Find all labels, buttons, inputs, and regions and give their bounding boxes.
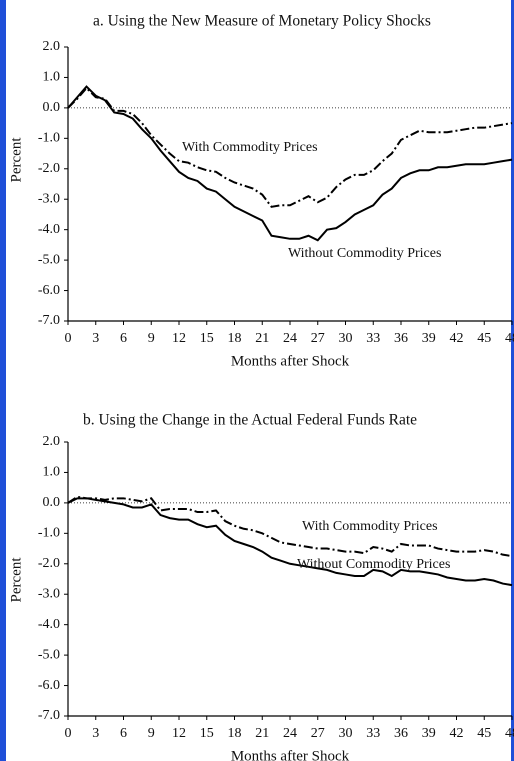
x-tick-label: 33 xyxy=(366,331,380,346)
x-tick-label: 9 xyxy=(148,726,155,741)
y-tick-label: 1.0 xyxy=(43,70,61,85)
series-line xyxy=(67,86,513,208)
x-tick-label: 15 xyxy=(200,331,214,346)
series-line xyxy=(67,85,513,242)
x-tick-label: 24 xyxy=(283,726,297,741)
y-tick-label: -4.0 xyxy=(38,617,60,632)
chart-title: a. Using the New Measure of Monetary Pol… xyxy=(93,13,431,30)
y-tick-label: -3.0 xyxy=(38,191,60,206)
chart-title: b. Using the Change in the Actual Federa… xyxy=(83,412,417,429)
x-tick-label: 12 xyxy=(172,331,186,346)
y-tick-label: -5.0 xyxy=(38,252,60,267)
x-tick-label: 30 xyxy=(339,331,353,346)
x-tick-label: 12 xyxy=(172,726,186,741)
x-tick-label: 18 xyxy=(228,726,242,741)
x-tick-label: 30 xyxy=(339,726,353,741)
x-tick-label: 45 xyxy=(477,726,491,741)
y-tick-label: -7.0 xyxy=(38,708,60,723)
x-tick-label: 21 xyxy=(255,331,269,346)
x-tick-label: 42 xyxy=(450,726,464,741)
x-tick-label: 27 xyxy=(311,331,325,346)
y-tick-label: -6.0 xyxy=(38,678,60,693)
left-border xyxy=(0,0,6,761)
x-axis-label: Months after Shock xyxy=(231,748,350,761)
y-tick-label: -7.0 xyxy=(38,313,60,328)
x-tick-label: 0 xyxy=(65,726,72,741)
series-label: Without Commodity Prices xyxy=(297,557,450,572)
x-tick-label: 36 xyxy=(394,726,408,741)
y-tick-label: -1.0 xyxy=(38,526,60,541)
x-tick-label: 3 xyxy=(92,726,99,741)
x-tick-label: 6 xyxy=(120,331,127,346)
y-tick-label: 2.0 xyxy=(43,434,61,449)
y-axis-label: Percent xyxy=(8,557,24,603)
y-tick-label: 2.0 xyxy=(43,39,61,54)
y-tick-label: -1.0 xyxy=(38,131,60,146)
y-tick-label: 1.0 xyxy=(43,465,61,480)
y-tick-label: 0.0 xyxy=(43,100,61,115)
y-tick-label: -2.0 xyxy=(38,161,60,176)
x-tick-label: 6 xyxy=(120,726,127,741)
x-axis-label: Months after Shock xyxy=(231,353,350,369)
y-tick-label: -5.0 xyxy=(38,647,60,662)
x-tick-label: 27 xyxy=(311,726,325,741)
y-axis-label: Percent xyxy=(8,137,24,183)
x-tick-label: 48 xyxy=(505,331,514,346)
x-tick-label: 24 xyxy=(283,331,297,346)
x-tick-label: 42 xyxy=(450,331,464,346)
y-tick-label: -3.0 xyxy=(38,586,60,601)
x-tick-label: 39 xyxy=(422,726,436,741)
x-tick-label: 18 xyxy=(228,331,242,346)
y-tick-label: -2.0 xyxy=(38,556,60,571)
x-tick-label: 15 xyxy=(200,726,214,741)
series-line xyxy=(67,497,513,587)
x-tick-label: 21 xyxy=(255,726,269,741)
y-tick-label: -4.0 xyxy=(38,222,60,237)
series-label: With Commodity Prices xyxy=(302,519,438,534)
x-tick-label: 45 xyxy=(477,331,491,346)
y-tick-label: 0.0 xyxy=(43,495,61,510)
x-tick-label: 0 xyxy=(65,331,72,346)
series-label: With Commodity Prices xyxy=(182,140,318,155)
x-tick-label: 9 xyxy=(148,331,155,346)
x-tick-label: 36 xyxy=(394,331,408,346)
y-tick-label: -6.0 xyxy=(38,283,60,298)
series-line xyxy=(67,495,513,558)
right-border xyxy=(511,0,514,761)
x-tick-label: 48 xyxy=(505,726,514,741)
x-tick-label: 39 xyxy=(422,331,436,346)
x-tick-label: 3 xyxy=(92,331,99,346)
series-label: Without Commodity Prices xyxy=(288,246,441,261)
x-tick-label: 33 xyxy=(366,726,380,741)
